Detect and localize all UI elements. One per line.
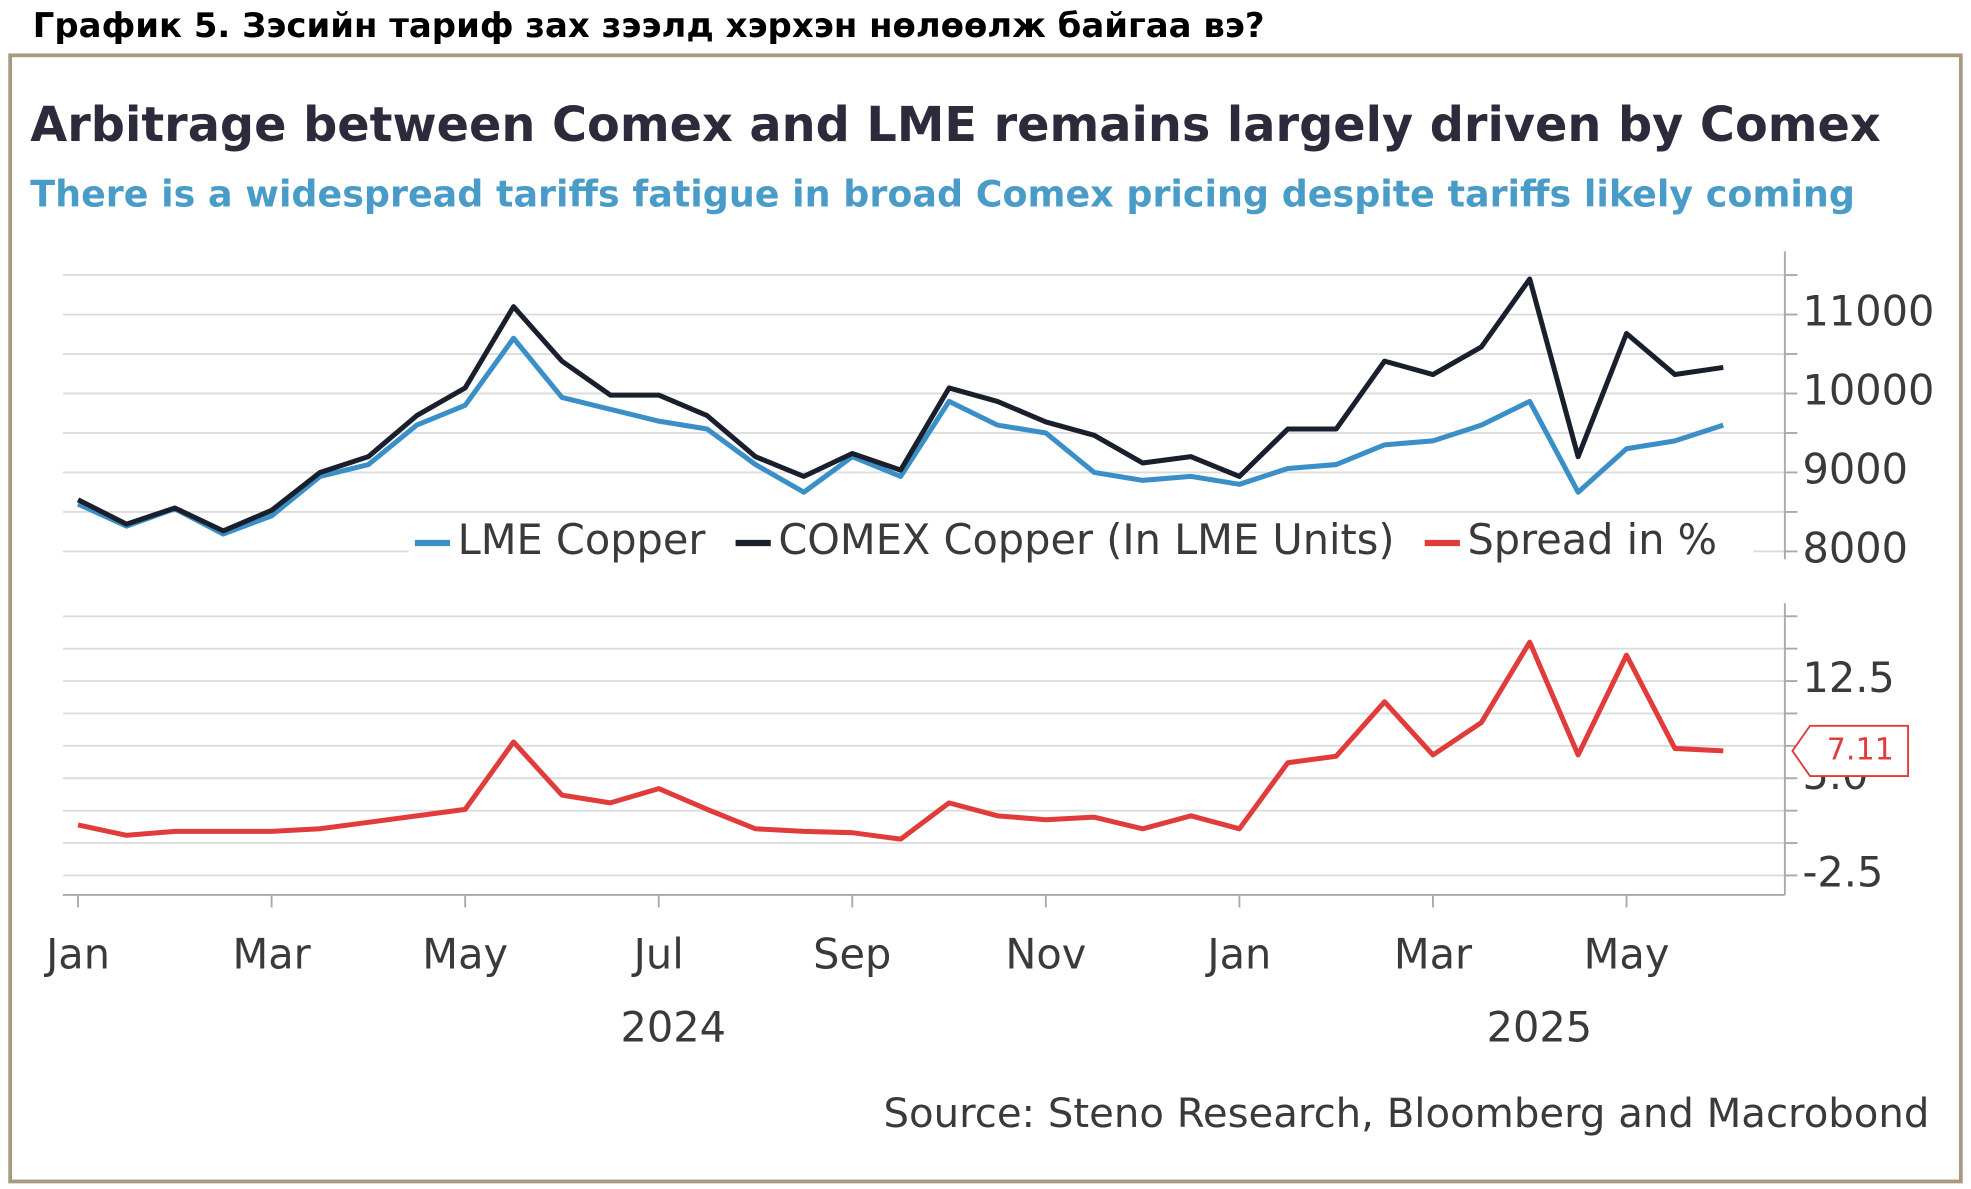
legend-bg	[408, 515, 1754, 571]
series-line	[76, 335, 1725, 537]
x-tick-label: Sep	[813, 931, 891, 979]
y-tick-label: 9000	[1802, 445, 1908, 493]
legend-label: COMEX Copper (In LME Units)	[778, 516, 1394, 564]
year-label: 2025	[1487, 1004, 1593, 1052]
legend-label: Spread in %	[1467, 516, 1717, 564]
x-tick-label: May	[1584, 931, 1670, 979]
y-tick-label: 8000	[1802, 524, 1908, 572]
chart-title: Arbitrage between Comex and LME remains …	[30, 98, 1881, 153]
header: График 5. Зэсийн тариф зах зээлд хэрхэн …	[33, 7, 1265, 46]
value-label-box	[1791, 724, 1909, 777]
x-tick-label: Mar	[1394, 931, 1473, 979]
y-tick-label: 11000	[1802, 288, 1934, 336]
y-tick-label: 12.5	[1802, 654, 1894, 702]
series-line	[76, 276, 1724, 534]
x-tick-label: Nov	[1005, 931, 1086, 979]
x-tick-label: Mar	[232, 931, 311, 979]
y-tick-label: 10000	[1802, 366, 1934, 414]
x-tick-label: Jan	[43, 931, 110, 979]
year-label: 2024	[620, 1004, 726, 1052]
x-tick-label: Jul	[631, 931, 684, 979]
x-tick-label: May	[422, 931, 508, 979]
source: Source: Steno Research, Bloomberg and Ma…	[883, 1091, 1929, 1137]
legend-label: LME Copper	[458, 516, 707, 564]
series-line	[77, 639, 1724, 842]
x-tick-label: Jan	[1204, 931, 1271, 979]
y-tick-label: -2.5	[1802, 848, 1883, 896]
frame	[8, 53, 1963, 1184]
value-label: 7.11	[1827, 732, 1894, 767]
chart-subtitle: There is a widespread tariffs fatigue in…	[30, 173, 1855, 216]
